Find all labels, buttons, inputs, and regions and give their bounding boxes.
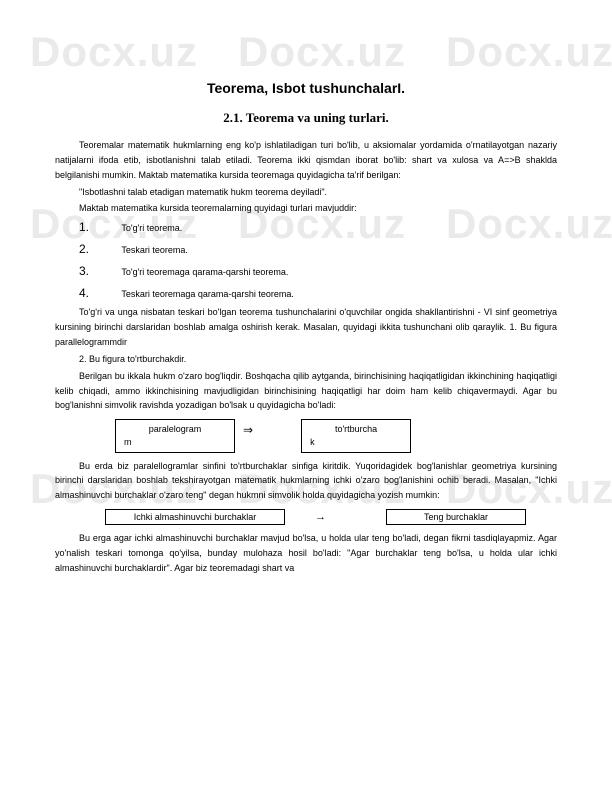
diagram-box-left: Ichki almashinuvchi burchaklar bbox=[105, 509, 285, 525]
paragraph: "Isbotlashni talab etadigan matematik hu… bbox=[55, 185, 557, 200]
paragraph: Bu erda biz paralellogramlar sinfini to'… bbox=[55, 459, 557, 504]
list-number: 3. bbox=[79, 262, 119, 282]
list-text: To'g'ri teoremaga qarama-qarshi teorema. bbox=[121, 267, 288, 277]
watermark: Docx.uz bbox=[238, 28, 406, 76]
diagram-box-right: to'rtburcha k bbox=[301, 419, 411, 452]
paragraph: Maktab matematika kursida teoremalarning… bbox=[55, 201, 557, 216]
document-content: Teorema, Isbot tushunchalarI. 2.1. Teore… bbox=[55, 80, 557, 576]
paragraph: 2. Bu figura to'rtburchakdir. bbox=[55, 352, 557, 367]
paragraph: Berilgan bu ikkala hukm o'zaro bog'liqdi… bbox=[55, 369, 557, 414]
section-title: 2.1. Teorema va uning turlari. bbox=[55, 110, 557, 126]
list-item: 4. Teskari teoremaga qarama-qarshi teore… bbox=[79, 284, 557, 304]
list-item: 1. To'g'ri teorema. bbox=[79, 218, 557, 238]
list-item: 3. To'g'ri teoremaga qarama-qarshi teore… bbox=[79, 262, 557, 282]
box-text: to'rtburcha bbox=[310, 423, 402, 436]
list-number: 4. bbox=[79, 284, 119, 304]
diagram-box-left: paralelogram m bbox=[115, 419, 235, 452]
diagram-row: paralelogram m ⇒ to'rtburcha k bbox=[115, 419, 557, 452]
list-item: 2. Teskari teorema. bbox=[79, 240, 557, 260]
diagram-row: Ichki almashinuvchi burchaklar → Teng bu… bbox=[105, 509, 557, 525]
main-title: Teorema, Isbot tushunchalarI. bbox=[55, 80, 557, 96]
watermark: Docx.uz bbox=[30, 28, 198, 76]
list-number: 1. bbox=[79, 218, 119, 238]
paragraph: To'g'ri va unga nisbatan teskari bo'lgan… bbox=[55, 305, 557, 350]
list-text: To'g'ri teorema. bbox=[121, 223, 182, 233]
paragraph: Bu erga agar ichki almashinuvchi burchak… bbox=[55, 531, 557, 576]
watermark: Docx.uz bbox=[446, 28, 612, 76]
arrow-icon: → bbox=[315, 511, 326, 523]
diagram-box-right: Teng burchaklar bbox=[386, 509, 526, 525]
paragraph: Teoremalar matematik hukmlarning eng ko'… bbox=[55, 138, 557, 183]
box-text: paralelogram bbox=[124, 423, 226, 436]
list-text: Teskari teoremaga qarama-qarshi teorema. bbox=[121, 289, 294, 299]
list-number: 2. bbox=[79, 240, 119, 260]
list-text: Teskari teorema. bbox=[121, 245, 188, 255]
box-text: m bbox=[124, 436, 226, 449]
box-text: k bbox=[310, 436, 402, 449]
arrow-icon: ⇒ bbox=[243, 423, 253, 437]
